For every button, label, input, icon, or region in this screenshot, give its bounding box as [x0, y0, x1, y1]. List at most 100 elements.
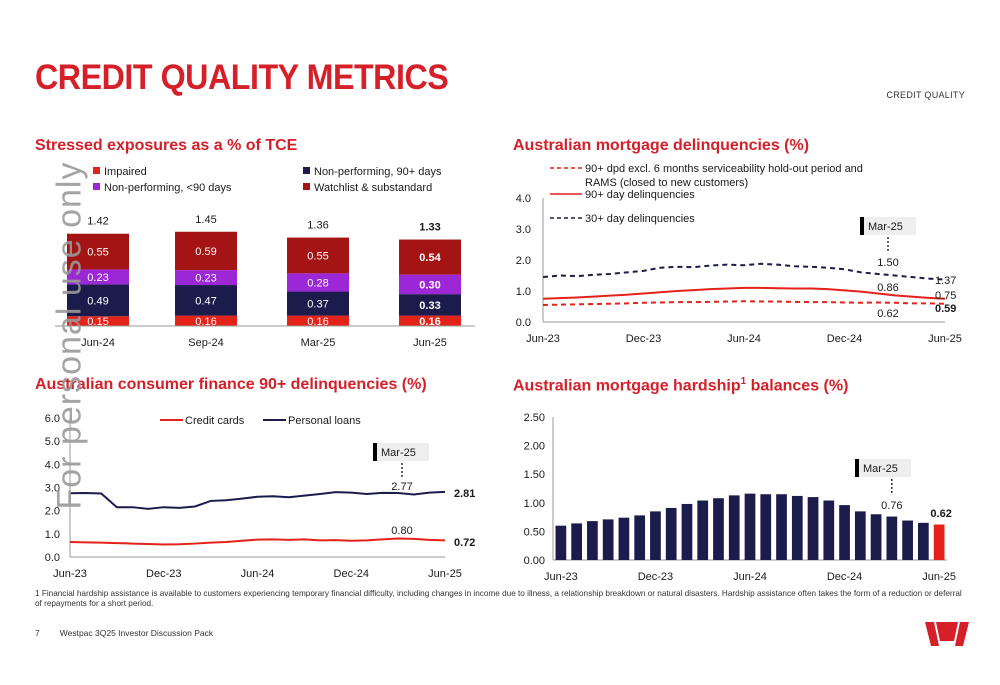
- bar-segment: [175, 315, 237, 326]
- x-tick-label: Jun-24: [81, 337, 115, 349]
- legend-label: 30+ day delinquencies: [585, 213, 695, 225]
- bar-segment: [67, 316, 129, 326]
- hardship-bar: [807, 497, 819, 560]
- hardship-bar: [776, 494, 787, 560]
- x-tick-label: Jun-24: [727, 333, 761, 345]
- bar-value-label: 0.16: [195, 316, 216, 328]
- bar-value-label: 0.15: [87, 316, 108, 328]
- y-tick-label: 1.50: [524, 469, 545, 481]
- marker-box: [859, 459, 911, 477]
- bar-segment: [399, 315, 461, 326]
- mortgage-delinquencies-chart: 0.0 1.0 2.0 3.0 4.0 Jun-23 Dec-23 Jun-24 Dec-24 J…: [516, 163, 962, 345]
- bar-total-label: 1.33: [419, 222, 440, 234]
- legend-label: Non-performing, 90+ days: [314, 166, 442, 178]
- bar-segment: [175, 285, 237, 316]
- end-value-label: 2.81: [454, 488, 475, 500]
- footer-text: Westpac 3Q25 Investor Discussion Pack: [59, 628, 214, 638]
- marker-box: [864, 217, 916, 235]
- marker-label: Mar-25: [868, 221, 903, 233]
- x-tick-label: Dec-24: [334, 568, 369, 580]
- series-line: [542, 300, 946, 306]
- stressed-chart-title: Stressed exposures as a % of TCE: [35, 137, 298, 154]
- y-tick-label: 3.0: [516, 224, 531, 236]
- y-tick-label: 2.00: [524, 441, 545, 453]
- hardship-bar: [933, 524, 945, 560]
- x-tick-label: Jun-24: [241, 568, 275, 580]
- legend-swatch: [303, 183, 310, 190]
- marker-box: [377, 443, 429, 461]
- legend-label: Impaired: [104, 166, 147, 178]
- x-tick-label: Jun-25: [922, 571, 956, 583]
- end-value-label: 0.62: [930, 508, 951, 520]
- hardship-bar: [823, 500, 835, 560]
- series-line: [69, 490, 446, 510]
- bar-value-label: 0.54: [419, 252, 441, 264]
- hardship-bar: [854, 511, 866, 560]
- hardship-bar: [587, 521, 598, 560]
- bar-segment: [67, 284, 129, 317]
- bar-segment: [67, 269, 129, 285]
- legend-swatch: [93, 167, 100, 174]
- bar-segment: [175, 231, 237, 271]
- y-tick-label: 1.0: [516, 286, 531, 298]
- y-tick-label: 4.0: [45, 459, 60, 471]
- y-tick-label: 5.0: [45, 436, 60, 448]
- y-tick-label: 3.0: [45, 483, 60, 495]
- series-line: [542, 262, 946, 281]
- bar-total-label: 1.42: [87, 216, 108, 228]
- series-line: [542, 286, 946, 300]
- legend-label: Credit cards: [185, 415, 245, 427]
- hardship-bar: [555, 525, 567, 560]
- legend-swatch: [303, 167, 310, 174]
- marker-label: Mar-25: [381, 447, 416, 459]
- bar-segment: [399, 274, 461, 295]
- hardship-bar: [791, 495, 803, 560]
- bar-total-label: 1.45: [195, 214, 216, 226]
- bar-value-label: 0.49: [87, 295, 108, 307]
- hardship-bar: [918, 522, 929, 560]
- bar-value-label: 0.47: [195, 295, 216, 307]
- marker-value-label: 1.50: [877, 257, 898, 269]
- x-tick-label: Dec-24: [827, 333, 862, 345]
- marker-value-label: 0.80: [391, 525, 412, 537]
- series-line: [69, 537, 446, 546]
- bar-value-label: 0.59: [195, 246, 216, 258]
- y-tick-label: 6.0: [45, 413, 60, 425]
- y-tick-label: 0.0: [516, 317, 531, 329]
- x-tick-label: Sep-24: [188, 337, 223, 349]
- hardship-bar: [571, 523, 582, 560]
- y-tick-label: 1.0: [45, 529, 60, 541]
- x-tick-label: Mar-25: [301, 337, 336, 349]
- y-tick-label: 0.0: [45, 552, 60, 564]
- x-tick-label: Jun-23: [544, 571, 578, 583]
- legend-label: Watchlist & substandard: [314, 182, 432, 194]
- x-tick-label: Jun-23: [53, 568, 87, 580]
- hardship-bar: [618, 517, 630, 560]
- legend-label: 90+ dpd excl. 6 months serviceability ho…: [585, 163, 863, 189]
- y-tick-label: 2.50: [524, 412, 545, 424]
- x-tick-label: Dec-23: [626, 333, 661, 345]
- hardship-bar: [713, 498, 724, 560]
- x-tick-label: Dec-24: [827, 571, 862, 583]
- bar-value-label: 0.28: [307, 277, 328, 289]
- marker-value-label: 2.77: [391, 481, 412, 493]
- end-value-label: 0.72: [454, 537, 475, 549]
- bar-segment: [287, 291, 349, 316]
- y-tick-label: 4.0: [516, 193, 531, 205]
- y-tick-label: 0.00: [524, 555, 545, 567]
- footer: 7 Westpac 3Q25 Investor Discussion Pack: [35, 628, 233, 638]
- bar-segment: [287, 237, 349, 274]
- y-tick-label: 2.0: [516, 255, 531, 267]
- bar-segment: [287, 273, 349, 292]
- x-tick-label: Jun-24: [733, 571, 767, 583]
- hardship-bar: [902, 520, 913, 560]
- hardship-title-sup: 1: [740, 376, 747, 387]
- bar-segment: [67, 233, 129, 270]
- page-title: CREDIT QUALITY METRICS: [35, 58, 449, 97]
- marker-bar: [373, 443, 377, 461]
- hardship-bar: [697, 500, 709, 560]
- x-tick-label: Jun-25: [413, 337, 447, 349]
- legend-label: Non-performing, <90 days: [104, 182, 232, 194]
- x-tick-label: Jun-25: [928, 333, 962, 345]
- y-tick-label: 1.00: [524, 498, 545, 510]
